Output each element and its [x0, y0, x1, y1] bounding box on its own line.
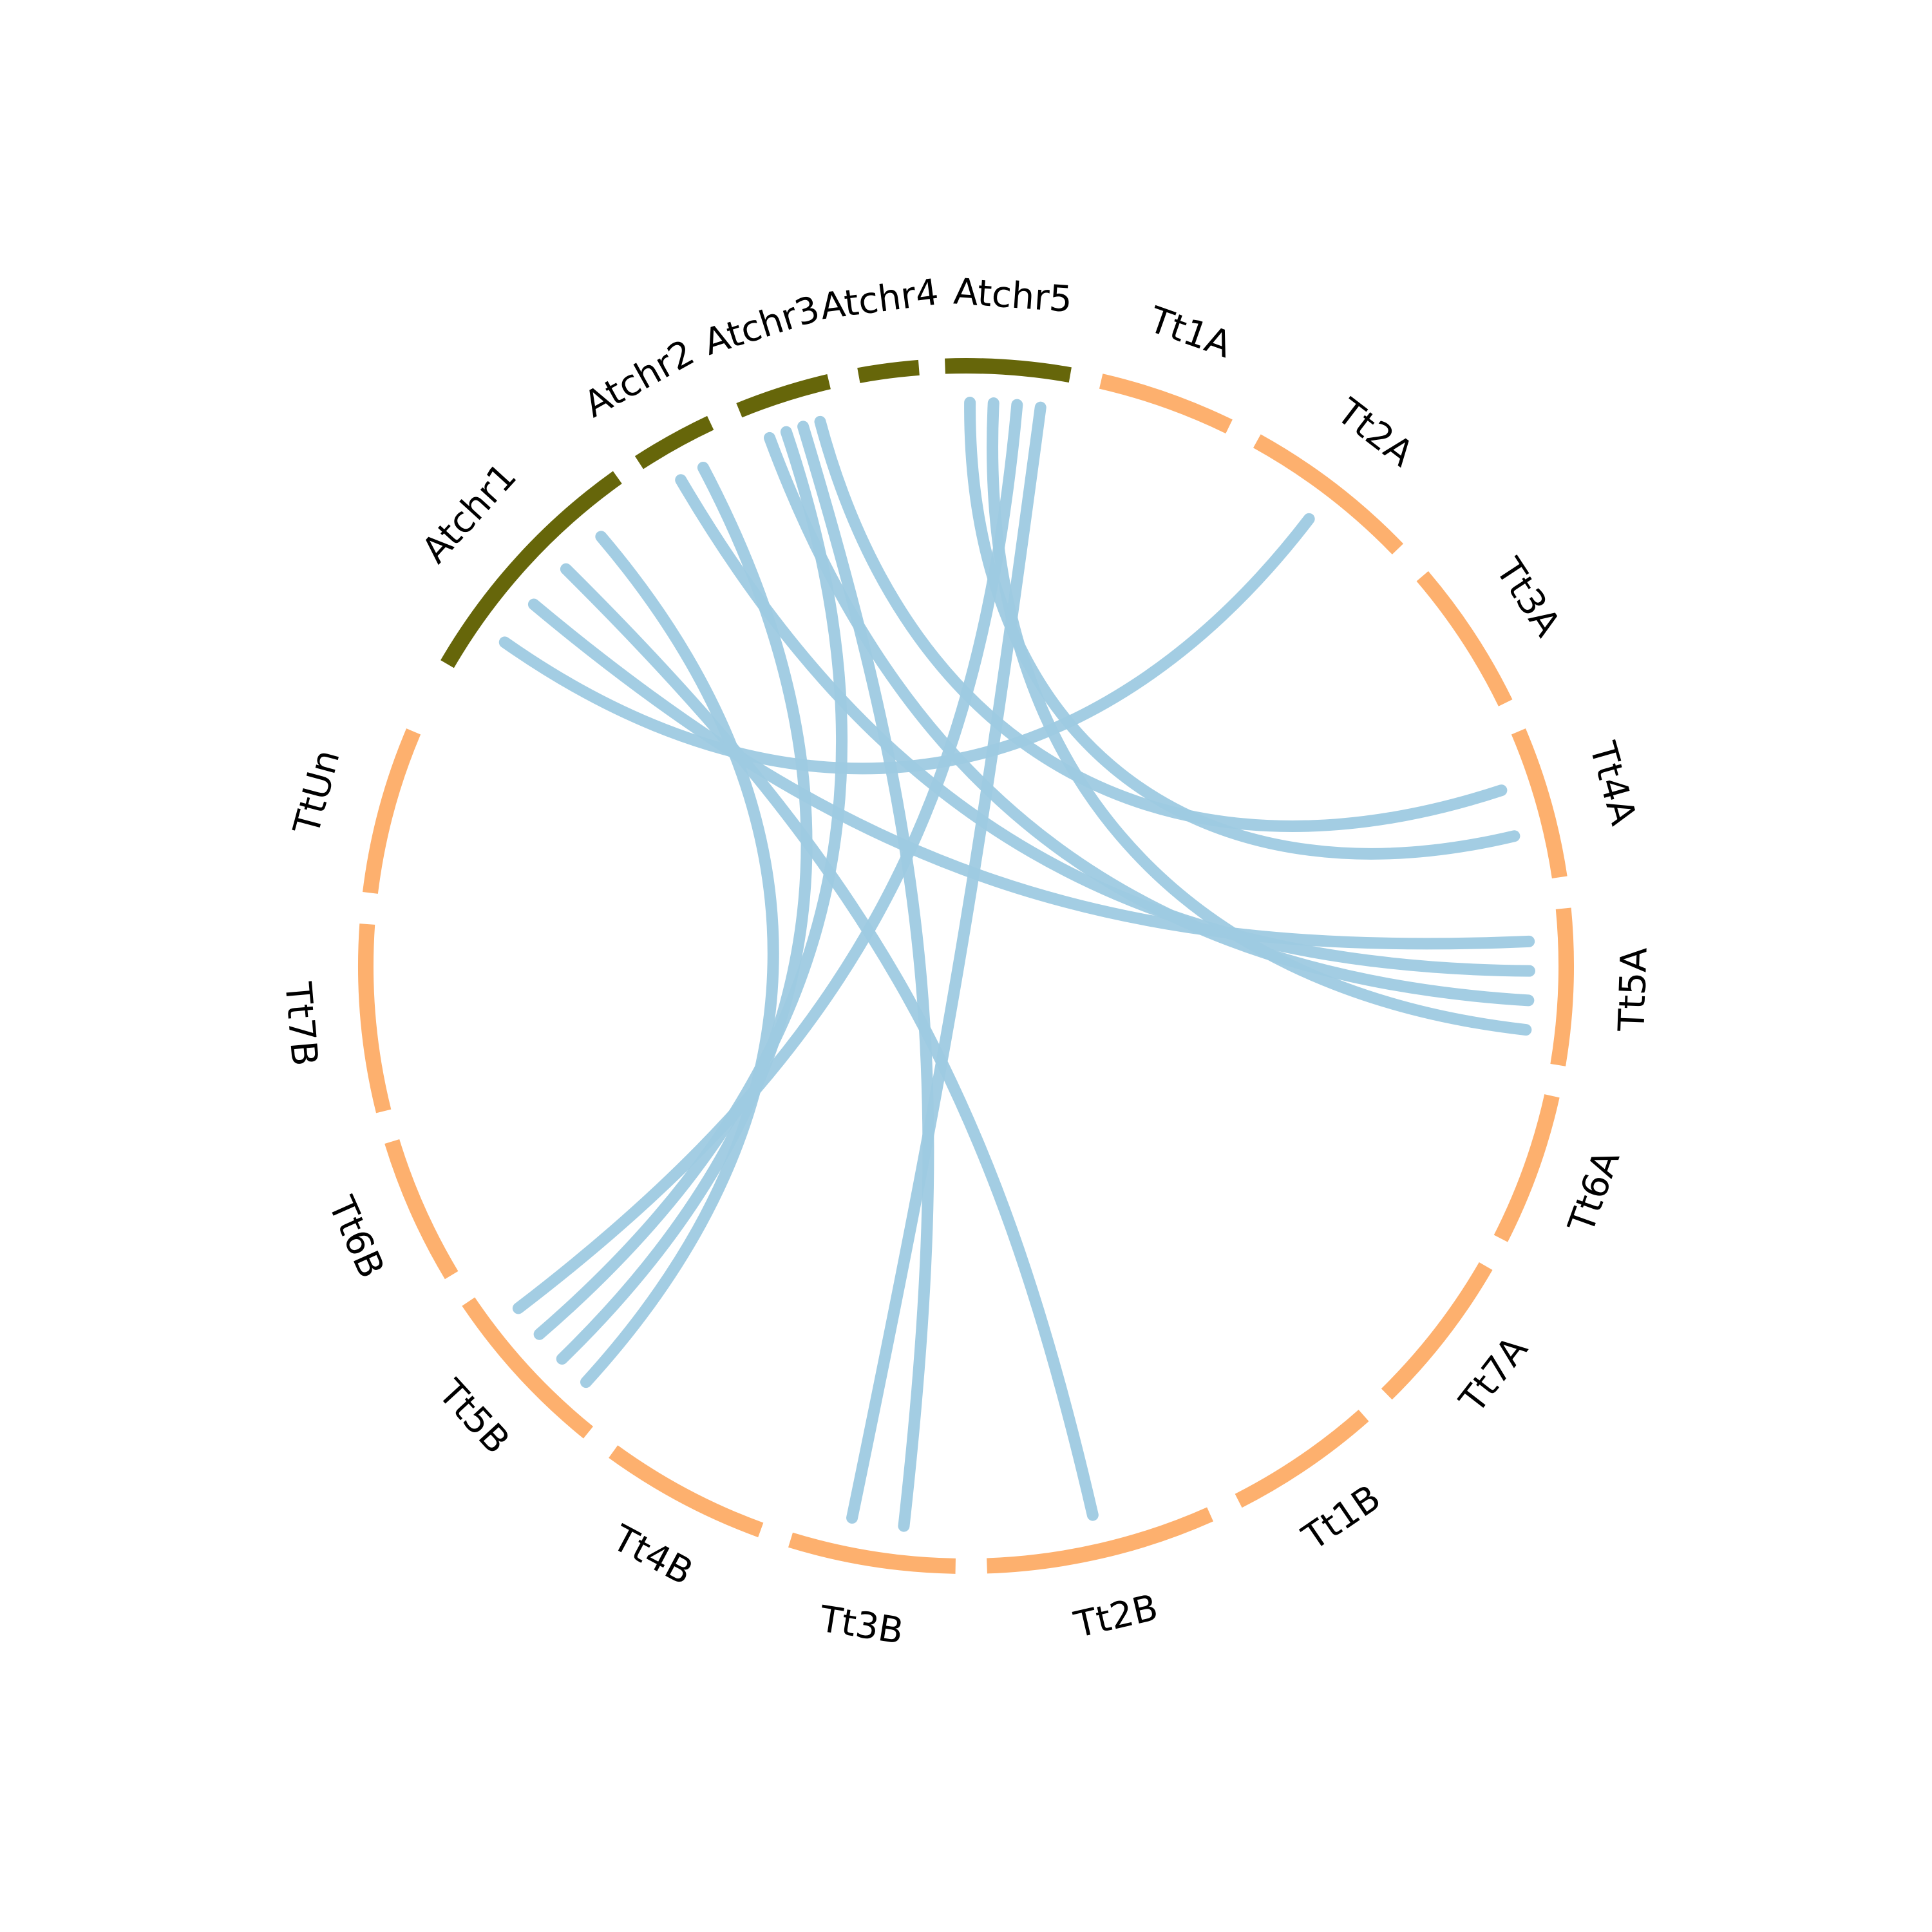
arc-atchr1 — [440, 471, 622, 668]
arc-tt4a — [1511, 728, 1567, 879]
arc-atchr2 — [634, 415, 714, 469]
label-atchr5: Atchr5 — [952, 270, 1074, 321]
arc-atchr4 — [857, 359, 920, 383]
chromosome-arcs — [358, 358, 1574, 1574]
arc-tt1a — [1099, 374, 1233, 434]
link-atchr2-tt5b — [556, 461, 813, 1365]
link-atchr1-tt5b — [580, 531, 779, 1388]
link-atchr1-tt2b — [560, 563, 1099, 1521]
arc-tt4b — [609, 1445, 764, 1538]
link-atchr1-tt5a — [527, 598, 1535, 950]
arc-tt2b — [987, 1507, 1213, 1574]
label-tt7b: Tt7B — [276, 980, 325, 1068]
label-tt5a: Tt5A — [1611, 947, 1656, 1032]
link-atchr3-tt3b — [797, 421, 934, 1532]
arc-tt7a — [1381, 1262, 1493, 1400]
link-atchr5-tt3b — [846, 401, 1046, 1524]
arc-atchr3 — [736, 374, 831, 418]
arc-tt6a — [1493, 1094, 1560, 1242]
link-atchr5-tt5b — [512, 399, 1023, 1314]
arc-tt5a — [1550, 907, 1574, 1066]
link-atchr3-tt5b — [533, 426, 848, 1340]
arc-tt1b — [1235, 1410, 1369, 1508]
arc-atchr5 — [945, 358, 1072, 383]
link-atchr2-tt5a — [675, 474, 1535, 977]
arc-tt3b — [788, 1532, 956, 1574]
link-atchr5-tt4a — [964, 397, 1520, 860]
link-atchr1-tt2a — [498, 513, 1315, 775]
arc-tt7b — [358, 923, 392, 1113]
arc-ttun — [363, 728, 421, 894]
link-atchr3-tt5a — [764, 431, 1535, 1007]
arc-tt2a — [1253, 434, 1404, 554]
arc-tt3a — [1416, 571, 1513, 706]
arc-tt5b — [462, 1297, 594, 1439]
arc-tt6b — [384, 1139, 459, 1280]
links-layer — [498, 397, 1535, 1532]
